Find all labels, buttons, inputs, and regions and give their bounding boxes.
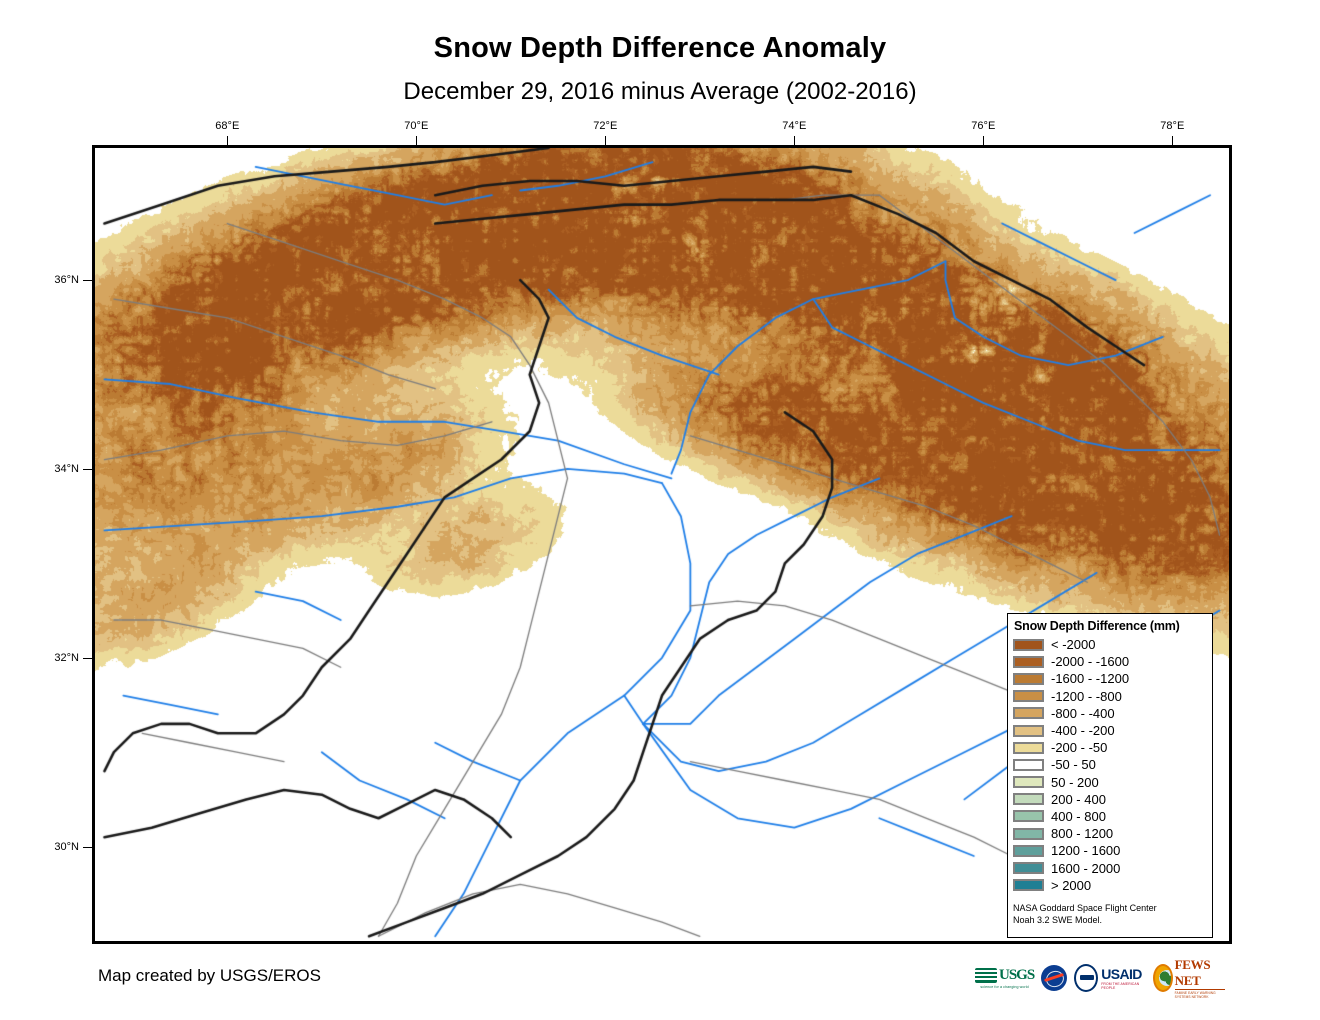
lon-tick xyxy=(1172,136,1174,145)
legend-label: -800 - -400 xyxy=(1051,705,1115,721)
legend-swatch xyxy=(1013,724,1044,737)
legend-row: > 2000 xyxy=(1013,877,1207,894)
legend-label: < -2000 xyxy=(1051,637,1096,653)
legend-row: 200 - 400 xyxy=(1013,791,1207,808)
usgs-logo-text: USGS xyxy=(999,967,1035,983)
legend-row: 1200 - 1600 xyxy=(1013,842,1207,859)
usgs-tagline: science for a changing world xyxy=(980,985,1029,989)
legend-swatch xyxy=(1013,879,1044,892)
lat-tick-label: 30°N xyxy=(54,840,79,853)
legend-swatch xyxy=(1013,810,1044,823)
map-legend: Snow Depth Difference (mm) < -2000 -2000 … xyxy=(1007,613,1213,938)
legend-swatch xyxy=(1013,690,1044,703)
usgs-logo: USGS science for a changing world xyxy=(975,963,1035,993)
usaid-logo: USAID FROM THE AMERICAN PEOPLE xyxy=(1074,963,1146,993)
lon-tick xyxy=(605,136,607,145)
lon-tick-label: 72°E xyxy=(593,120,618,132)
legend-swatch xyxy=(1013,844,1044,857)
usaid-tagline: FROM THE AMERICAN PEOPLE xyxy=(1101,982,1140,990)
legend-label: -200 - -50 xyxy=(1051,740,1108,756)
lon-tick-label: 70°E xyxy=(404,120,429,132)
legend-label: -2000 - -1600 xyxy=(1051,654,1130,670)
legend-row: < -2000 xyxy=(1013,636,1207,653)
legend-row: -400 - -200 xyxy=(1013,722,1207,739)
legend-row: -1200 - -800 xyxy=(1013,688,1207,705)
lat-tick xyxy=(83,846,92,848)
nasa-meatball-icon xyxy=(1041,965,1068,991)
page-title: Snow Depth Difference Anomaly xyxy=(433,32,887,64)
legend-row: 800 - 1200 xyxy=(1013,825,1207,842)
lat-tick xyxy=(83,657,92,659)
lon-tick-label: 74°E xyxy=(782,120,807,132)
lon-tick-label: 76°E xyxy=(971,120,996,132)
legend-row: 1600 - 2000 xyxy=(1013,859,1207,876)
legend-label: -50 - 50 xyxy=(1051,757,1096,773)
logo-strip: USGS science for a changing world USAID … xyxy=(975,957,1225,999)
legend-label: -1600 - -1200 xyxy=(1051,671,1130,687)
legend-note-line1: NASA Goddard Space Flight Center xyxy=(1013,902,1157,913)
lat-tick xyxy=(83,280,92,282)
legend-label: 400 - 800 xyxy=(1051,808,1106,824)
legend-swatch xyxy=(1013,655,1044,668)
legend-title: Snow Depth Difference (mm) xyxy=(1014,619,1180,633)
legend-swatch xyxy=(1013,707,1044,720)
lat-tick-label: 32°N xyxy=(54,651,79,664)
legend-label: 50 - 200 xyxy=(1051,774,1099,790)
legend-swatch xyxy=(1013,638,1044,651)
usaid-logo-text: USAID xyxy=(1101,966,1142,982)
lon-tick-label: 78°E xyxy=(1160,120,1185,132)
legend-label: -400 - -200 xyxy=(1051,723,1115,739)
fewsnet-logo: FEWS NET FAMINE EARLY WARNING SYSTEMS NE… xyxy=(1152,957,1225,999)
page-subtitle: December 29, 2016 minus Average (2002-20… xyxy=(403,78,917,105)
legend-swatch xyxy=(1013,793,1044,806)
legend-row: -50 - 50 xyxy=(1013,756,1207,773)
usaid-seal-icon xyxy=(1074,964,1099,992)
fewsnet-tagline: FAMINE EARLY WARNING SYSTEMS NETWORK xyxy=(1174,991,1216,999)
legend-label: 800 - 1200 xyxy=(1051,826,1114,842)
fewsnet-globe-icon xyxy=(1152,964,1173,992)
lat-tick xyxy=(83,468,92,470)
usgs-wave-icon xyxy=(975,968,997,983)
map-frame[interactable] xyxy=(92,145,1232,944)
legend-label: > 2000 xyxy=(1051,877,1092,893)
legend-label: 1600 - 2000 xyxy=(1051,860,1121,876)
lon-tick xyxy=(227,136,229,145)
lon-tick-label: 68°E xyxy=(215,120,240,132)
lon-tick xyxy=(794,136,796,145)
legend-label: 1200 - 1600 xyxy=(1051,843,1121,859)
legend-swatch xyxy=(1013,776,1044,789)
legend-label: -1200 - -800 xyxy=(1051,688,1122,704)
legend-label: 200 - 400 xyxy=(1051,791,1106,807)
legend-row: -200 - -50 xyxy=(1013,739,1207,756)
map-credit: Map created by USGS/EROS xyxy=(98,966,321,985)
lon-tick xyxy=(983,136,985,145)
legend-swatch xyxy=(1013,862,1044,875)
legend-source-note: NASA Goddard Space Flight Center Noah 3.… xyxy=(1013,899,1207,926)
legend-swatch xyxy=(1013,672,1044,685)
legend-row: -2000 - -1600 xyxy=(1013,653,1207,670)
legend-swatch xyxy=(1013,758,1044,771)
lat-tick-label: 34°N xyxy=(54,462,79,475)
legend-swatch xyxy=(1013,827,1044,840)
legend-row: 50 - 200 xyxy=(1013,774,1207,791)
legend-row: 400 - 800 xyxy=(1013,808,1207,825)
lat-tick-label: 36°N xyxy=(54,274,79,287)
legend-row: -800 - -400 xyxy=(1013,705,1207,722)
fewsnet-logo-text: FEWS NET xyxy=(1174,957,1225,990)
lon-tick xyxy=(416,136,418,145)
legend-swatch xyxy=(1013,741,1044,754)
legend-row: -1600 - -1200 xyxy=(1013,670,1207,687)
legend-note-line2: Noah 3.2 SWE Model. xyxy=(1013,914,1103,925)
nasa-logo xyxy=(1041,963,1068,993)
legend-items: < -2000 -2000 - -1600 -1600 - -1200 -1200 -… xyxy=(1013,636,1207,894)
